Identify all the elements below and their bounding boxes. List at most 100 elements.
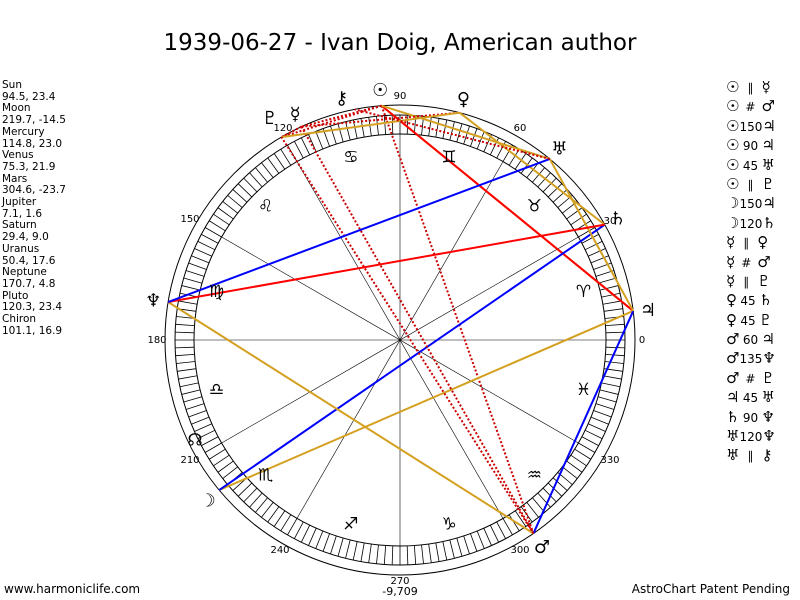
degree-tick	[201, 234, 219, 244]
aspect-row: ♂ # ♇	[726, 369, 800, 388]
footer-patent-notice: AstroChart Patent Pending	[631, 582, 790, 596]
sign-scorpio-icon: ♏	[258, 465, 273, 485]
degree-tick	[237, 482, 253, 497]
aspect-row: ☽120♄	[726, 214, 800, 233]
degree-tick	[537, 492, 551, 508]
planet-coords-moon: 219.7, -14.5	[2, 114, 66, 127]
degree-tick	[581, 436, 599, 446]
degree-tick	[599, 389, 619, 395]
aspect-planet-1: ☉	[726, 174, 740, 193]
degree-tick	[578, 227, 596, 238]
aspect-row: ☉ ∥ ♇	[726, 175, 800, 194]
degree-tick	[514, 153, 527, 170]
aspect-planet-1: ♂	[726, 330, 740, 349]
degree-tick	[301, 524, 311, 543]
degree-tick	[391, 115, 394, 135]
aspect-planet-2: ♂	[757, 252, 771, 271]
aspect-code: 150	[739, 119, 763, 134]
degree-tick	[183, 277, 203, 284]
sign-aries-icon: ♈	[576, 282, 591, 302]
aspect-planet-1: ☉	[726, 155, 740, 174]
aspect-planet-2: ⚷	[761, 446, 773, 465]
degree-tick	[552, 189, 568, 203]
aspect-code: #	[745, 100, 756, 115]
degree-tick	[605, 353, 625, 357]
axis-line	[221, 236, 579, 444]
aspect-planet-2: ♇	[757, 271, 771, 290]
degree-tick	[502, 518, 513, 536]
degree-tick	[435, 118, 440, 138]
planet-coords-neptune: 170.7, 4.8	[2, 277, 56, 290]
degree-tick	[502, 144, 513, 162]
degree-tick	[227, 195, 243, 208]
planet-name-venus: Venus	[2, 149, 34, 162]
degree-tick	[413, 545, 417, 565]
degree-tick	[605, 323, 625, 327]
degree-tick	[442, 119, 448, 139]
planet-coords-saturn: 29.4, 9.0	[2, 231, 49, 244]
degree-tick	[175, 323, 195, 327]
planet-neptune-icon: ♆	[145, 291, 161, 312]
degree-tick	[213, 454, 230, 467]
footer-website[interactable]: www.harmoniclife.com	[4, 582, 141, 596]
degree-tick	[601, 382, 621, 388]
aspect-line-sun-pluto	[281, 104, 382, 139]
degree-tick	[368, 543, 372, 563]
degree-tick	[308, 134, 317, 152]
aspect-row: ☿ # ♂	[726, 253, 800, 272]
degree-tick	[337, 537, 344, 557]
degree-tick	[176, 361, 196, 364]
aspect-code: #	[741, 255, 752, 270]
planet-name-saturn: Saturn	[2, 219, 37, 232]
aspect-planet-1: ☉	[726, 116, 740, 135]
degree-tick	[197, 429, 216, 439]
degree-label-30: 30	[604, 216, 617, 227]
planet-name-mercury: Mercury	[2, 125, 45, 138]
planet-coords-pluto: 120.3, 23.4	[2, 301, 63, 314]
planet-name-moon: Moon	[2, 102, 31, 115]
aspect-code: 45	[742, 391, 759, 406]
sign-glyphs: ♈ ♉ ♊ ♋ ♌ ♍ ♎ ♏ ♐ ♑ ♒ ♓ ☊	[187, 147, 591, 534]
degree-tick	[243, 177, 258, 193]
degree-tick	[588, 423, 606, 432]
degree-tick	[315, 530, 324, 549]
aspect-planet-1: ♅	[726, 446, 740, 465]
aspect-code: 120	[739, 430, 763, 445]
degree-tick	[562, 466, 578, 479]
degree-tick	[602, 375, 622, 380]
aspect-planet-1: ☿	[726, 271, 736, 290]
aspect-code: 60	[742, 333, 759, 348]
aspect-planet-2: ♃	[762, 116, 776, 135]
aspect-planet-1: ☉	[726, 97, 740, 116]
aspect-planet-2: ♄	[762, 213, 776, 232]
degree-tick	[191, 416, 210, 425]
north-node-icon: ☊	[187, 430, 202, 450]
degree-tick	[280, 514, 292, 532]
aspect-line-mars-neptune	[167, 301, 534, 535]
degree-label-60: 60	[514, 123, 527, 134]
degree-tick	[601, 292, 621, 298]
planet-positions-list: Sun 94.5, 23.4 Moon 219.7, -14.5 Mercury 114.…	[2, 79, 122, 337]
aspect-code: ∥	[743, 236, 750, 251]
degree-tick	[294, 521, 304, 539]
aspect-code: 45	[742, 158, 759, 173]
aspect-code: 150	[739, 197, 763, 212]
aspect-planet-2: ♆	[762, 427, 776, 446]
sign-libra-icon: ♎	[209, 380, 224, 400]
aspect-code: ∥	[747, 177, 754, 192]
degree-tick	[175, 353, 195, 357]
aspect-planet-2: ♂	[761, 97, 775, 116]
degree-tick	[514, 510, 527, 527]
degree-tick	[566, 207, 583, 220]
planet-coords-sun: 94.5, 23.4	[2, 90, 56, 103]
aspect-code: ∥	[747, 449, 754, 464]
degree-tick	[337, 123, 344, 143]
planet-uranus-icon: ♅	[551, 138, 567, 159]
aspect-row: ♅120♆	[726, 427, 800, 446]
aspect-code: 90	[742, 139, 759, 154]
aspect-planet-1: ♂	[726, 368, 740, 387]
planet-name-neptune: Neptune	[2, 266, 47, 279]
degree-tick	[542, 177, 557, 193]
degree-tick	[249, 492, 263, 508]
